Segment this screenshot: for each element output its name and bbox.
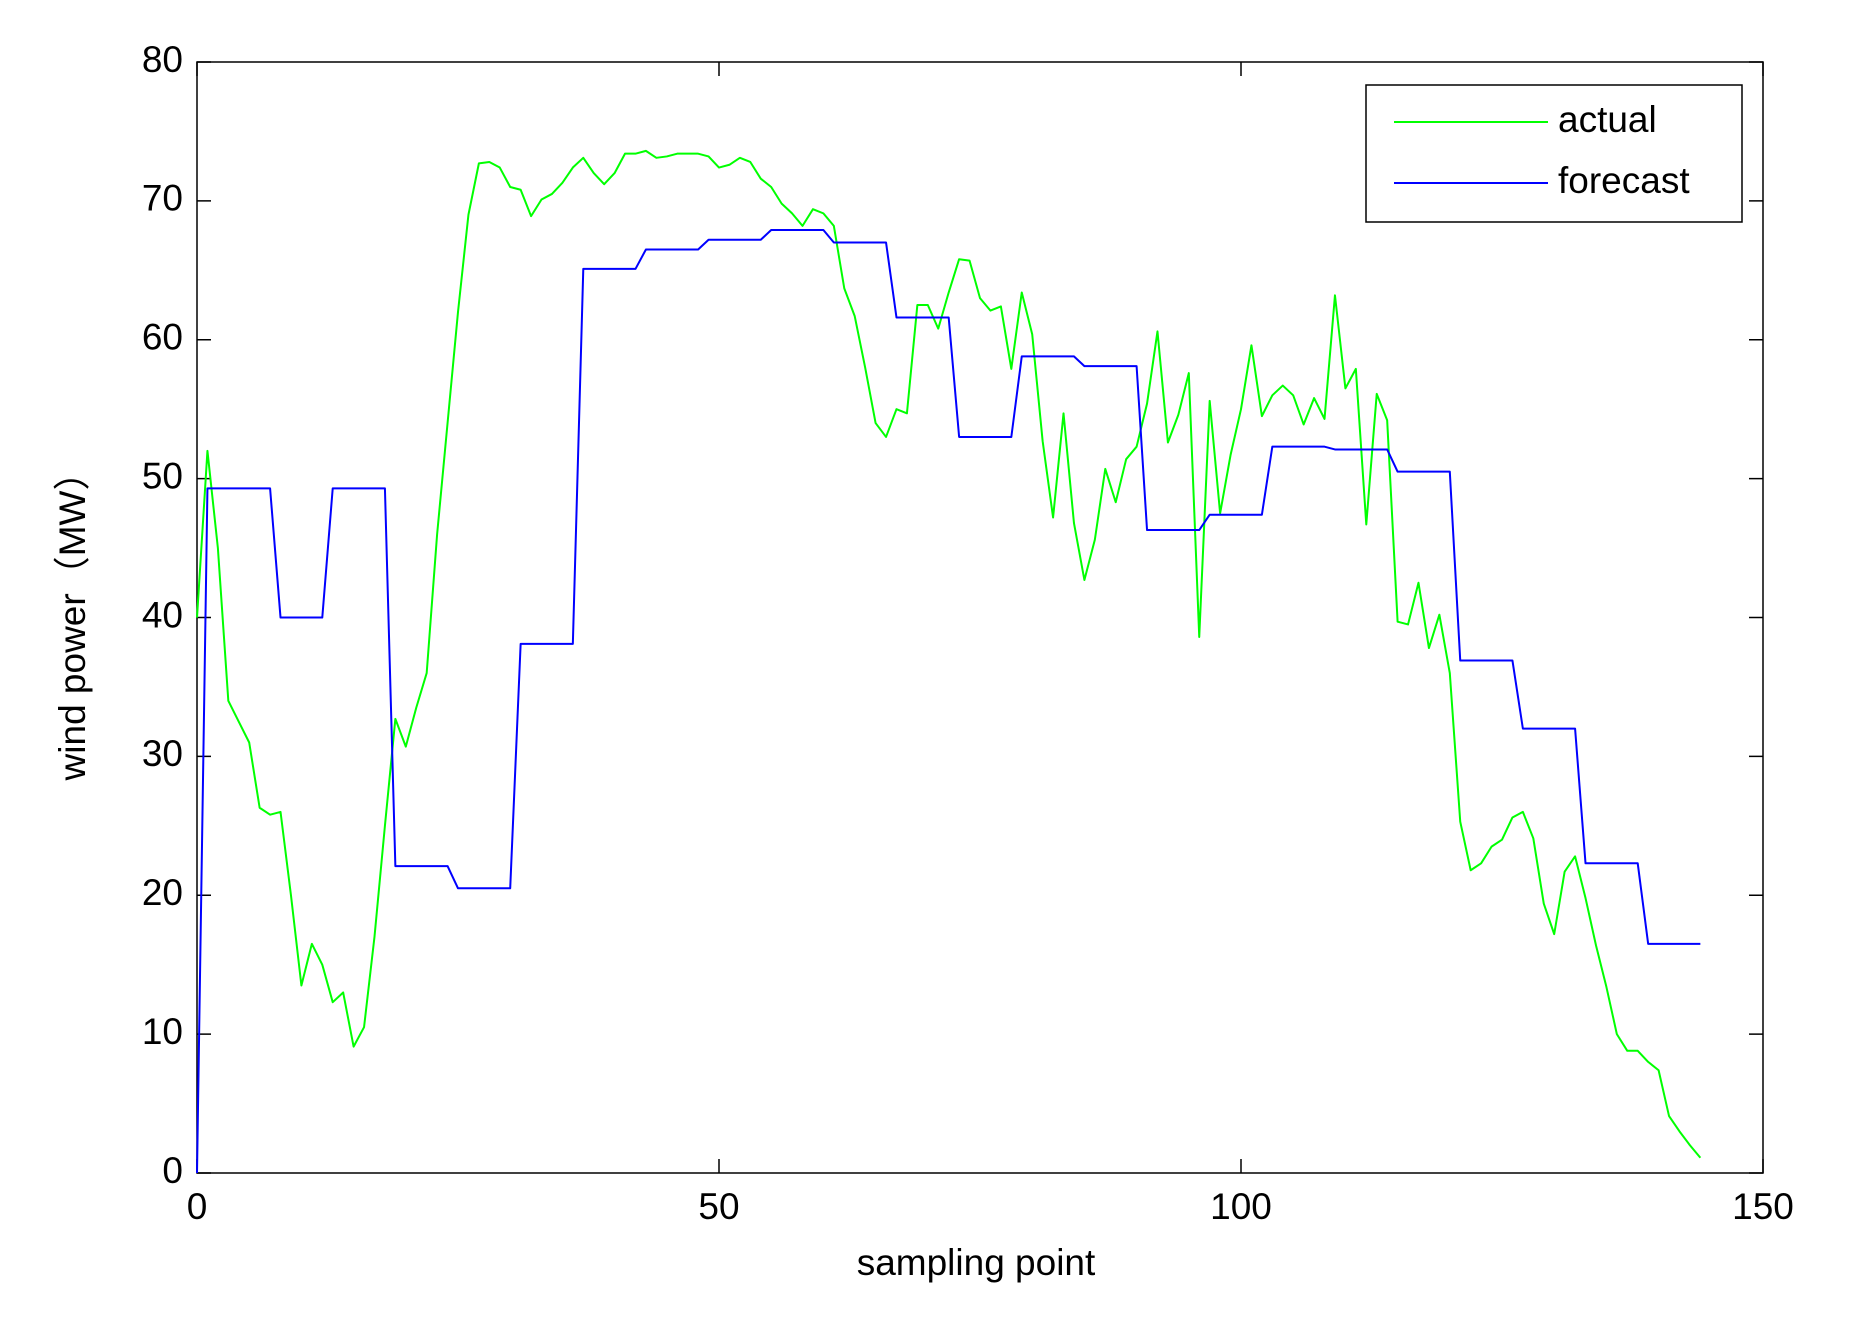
y-tick-label: 50	[142, 455, 183, 496]
x-tick-label: 100	[1210, 1186, 1272, 1227]
y-tick-label: 30	[142, 733, 183, 774]
y-tick-label: 0	[162, 1150, 183, 1191]
plot-frame	[196, 61, 1764, 1174]
y-axis-label: wind power（MW）	[52, 454, 93, 782]
series-line	[196, 229, 1701, 1174]
x-tick-label: 50	[698, 1186, 739, 1227]
legend-label: actual	[1558, 99, 1657, 140]
y-tick-label: 80	[142, 39, 183, 80]
series-line	[196, 149, 1702, 1159]
y-tick-label: 40	[142, 594, 183, 635]
x-axis-label: sampling point	[857, 1242, 1096, 1283]
y-tick-label: 20	[142, 872, 183, 913]
y-tick-label: 10	[142, 1011, 183, 1052]
y-tick-label: 70	[142, 178, 183, 219]
x-tick-label: 0	[187, 1186, 208, 1227]
legend-box	[1365, 84, 1743, 223]
legend-label: forecast	[1558, 160, 1690, 201]
x-tick-label: 150	[1732, 1186, 1794, 1227]
y-tick-label: 60	[142, 317, 183, 358]
